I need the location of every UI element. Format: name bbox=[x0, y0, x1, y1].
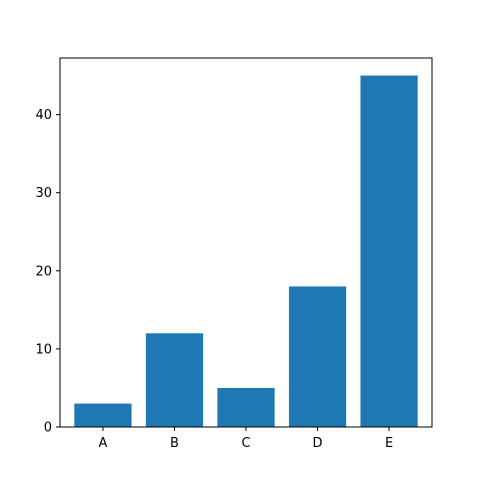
x-tick-label: E bbox=[385, 436, 393, 451]
bar-C bbox=[217, 387, 275, 427]
y-tick-label: 30 bbox=[35, 186, 52, 201]
y-axis-ticks: 0 10 20 30 40 bbox=[35, 108, 60, 436]
x-tick-label: C bbox=[241, 436, 250, 451]
y-tick-label: 0 bbox=[44, 421, 52, 436]
bar-A bbox=[74, 403, 132, 427]
x-tick-label: D bbox=[313, 436, 323, 451]
bar-D bbox=[288, 286, 347, 427]
y-tick-label: 40 bbox=[35, 108, 52, 123]
bars-group bbox=[74, 75, 418, 428]
y-tick-label: 20 bbox=[35, 264, 52, 279]
plot-frame bbox=[59, 57, 433, 428]
x-tick-label: A bbox=[98, 436, 107, 451]
x-axis-ticks: A B C D E bbox=[98, 427, 393, 451]
bar-E bbox=[360, 75, 418, 428]
x-tick-label: B bbox=[170, 436, 179, 451]
y-tick-label: 10 bbox=[35, 342, 52, 357]
bar-B bbox=[145, 333, 204, 427]
